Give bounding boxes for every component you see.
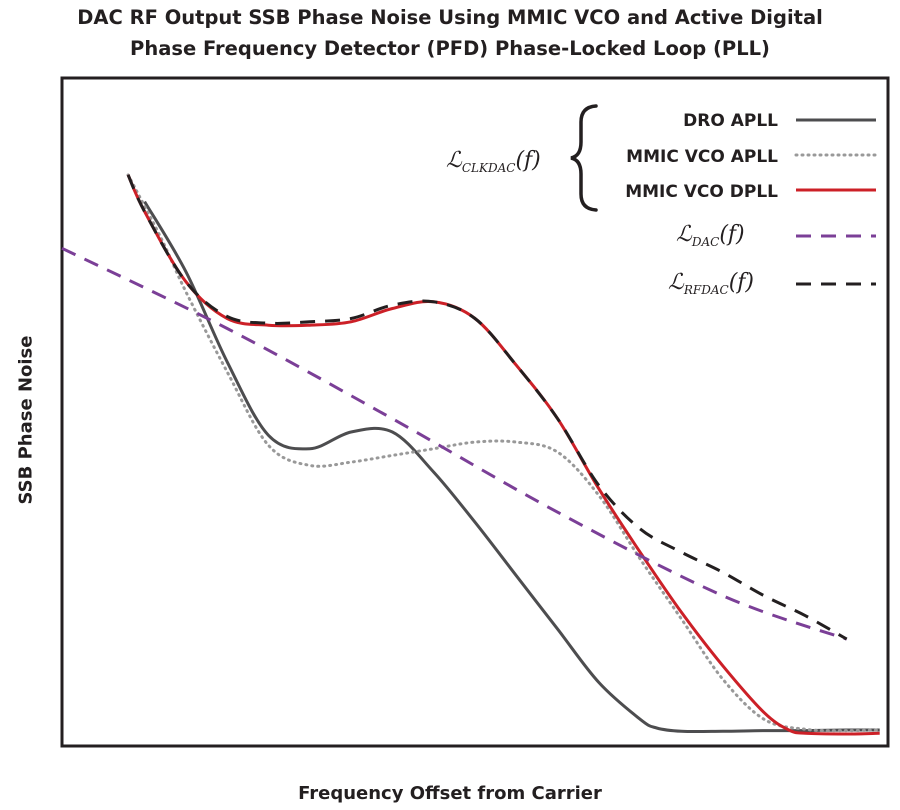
- legend-dac-subscript: DAC: [691, 235, 719, 249]
- legend-rfdac-subscript: RFDAC: [683, 283, 729, 297]
- legend-entry-mmic-vco-apll: MMIC VCO APLL: [626, 147, 778, 167]
- series-line-mmic-vco-dpll: [126, 174, 880, 736]
- chart-title-line-2: Phase Frequency Detector (PFD) Phase-Loc…: [130, 37, 770, 60]
- legend-clkdac-script: ℒ: [446, 148, 463, 173]
- legend-entry-dro-apll: DRO APLL: [683, 111, 778, 131]
- series-line-dro-apll: [143, 200, 880, 734]
- chart-title-line-1: DAC RF Output SSB Phase Noise Using MMIC…: [77, 6, 823, 29]
- legend-entry-rfdac: ℒRFDAC(f): [668, 270, 754, 297]
- series-layer: [61, 173, 882, 736]
- x-axis-label: Frequency Offset from Carrier: [298, 783, 602, 804]
- series-line-mmic-vco-apll: [126, 173, 882, 733]
- legend-rfdac-script: ℒ: [668, 270, 685, 295]
- legend-clkdac-subscript: CLKDAC: [462, 161, 516, 175]
- legend-brace-icon: [570, 104, 598, 212]
- series-line-rfdac: [126, 174, 848, 641]
- series-line-dac: [61, 246, 848, 641]
- chart-title: DAC RF Output SSB Phase Noise Using MMIC…: [0, 2, 900, 64]
- legend: ℒCLKDAC(f) DRO APLL MMIC VCO APLL MMIC V…: [446, 104, 878, 297]
- legend-clkdac-arg: (f): [515, 148, 540, 173]
- legend-rfdac-arg: (f): [729, 270, 754, 295]
- plot-frame: [60, 76, 890, 748]
- legend-clkdac-label: ℒCLKDAC(f): [446, 148, 541, 175]
- legend-entry-dac: ℒDAC(f): [676, 222, 745, 249]
- legend-dac-script: ℒ: [676, 222, 693, 247]
- legend-entry-mmic-vco-dpll: MMIC VCO DPLL: [625, 182, 778, 202]
- legend-dac-arg: (f): [719, 222, 744, 247]
